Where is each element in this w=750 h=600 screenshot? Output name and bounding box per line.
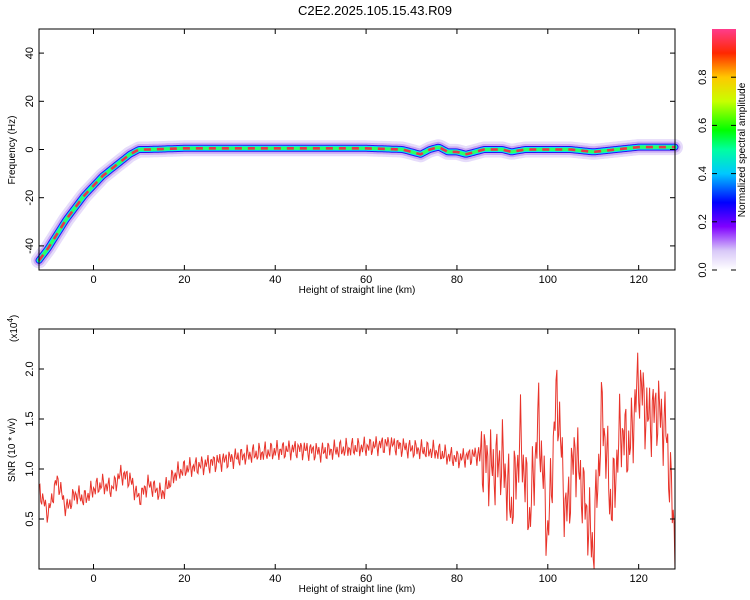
- snr-frame: [38, 328, 676, 570]
- spec-x-tick-label: 20: [178, 274, 190, 286]
- colorbar-tick-label: 0.8: [697, 70, 709, 85]
- snr-multiplier-exp: 4: [6, 318, 15, 323]
- snr-x-tick-label: 120: [629, 573, 647, 585]
- spec-x-tick-label: 40: [269, 274, 281, 286]
- spec-y-tick-label: -20: [24, 190, 36, 206]
- snr-multiplier-close: ): [9, 315, 20, 318]
- spec-x-tick-label: 120: [629, 274, 647, 286]
- figure-title: C2E2.2025.105.15.43.R09: [298, 3, 452, 18]
- snr-multiplier-label: (x104): [6, 315, 20, 342]
- snr-panel: 0 20 40 60 80 100 120 0.5 1.0 1.5 2.0 Height of s…: [6, 315, 676, 595]
- snr-x-tick-label: 0: [90, 573, 96, 585]
- colorbar-tick-label: 0.4: [697, 166, 709, 181]
- snr-x-tick-label: 100: [539, 573, 557, 585]
- spectrogram-x-label: Height of straight line (km): [299, 285, 416, 296]
- spectrogram-y-label: Frequency (Hz): [7, 116, 18, 185]
- colorbar-label: Normalized spectral amplitude: [737, 82, 748, 217]
- snr-multiplier-open: (x10: [9, 322, 20, 342]
- track-core-peak: [37, 145, 675, 262]
- colorbar-tick-label: 0.2: [697, 214, 709, 229]
- spec-y-tick-label: 40: [24, 47, 36, 59]
- snr-y-tick-label: 1.5: [24, 411, 36, 426]
- snr-x-tick-label: 40: [269, 573, 281, 585]
- spectrogram-panel: 0 20 40 60 80 100 120 -40 -20 0 20 40 Height of st…: [7, 28, 683, 296]
- snr-y-tick-label: 1.0: [24, 461, 36, 476]
- spec-y-tick-label: -40: [24, 238, 36, 254]
- spec-x-tick-label: 100: [539, 274, 557, 286]
- spectrogram-x-ticks: 0 20 40 60 80 100 120: [90, 29, 648, 286]
- track-layer: [31, 139, 683, 269]
- colorbar-gradient: [712, 29, 736, 270]
- colorbar: 0.0 0.2 0.4 0.6 0.8 Normalized spectral ampl…: [697, 29, 748, 278]
- snr-y-label: SNR (10 * v/v): [7, 418, 18, 482]
- snr-x-tick-label: 20: [178, 573, 190, 585]
- spec-y-tick-label: 0: [24, 146, 36, 152]
- snr-x-ticks: 0 20 40 60 80 100 120: [90, 329, 648, 585]
- spec-y-tick-label: 20: [24, 95, 36, 107]
- colorbar-tick-label: 0.0: [697, 262, 709, 277]
- snr-series-line: [38, 352, 676, 570]
- spec-x-tick-label: 60: [360, 274, 372, 286]
- spec-x-tick-label: 80: [451, 274, 463, 286]
- colorbar-tick-label: 0.6: [697, 118, 709, 133]
- spectrogram-y-ticks: -40 -20 0 20 40: [24, 47, 675, 254]
- snr-y-tick-label: 0.5: [24, 511, 36, 526]
- snr-y-tick-label: 2.0: [24, 361, 36, 376]
- colorbar-ticks: 0.0 0.2 0.4 0.6 0.8: [697, 70, 736, 278]
- snr-x-tick-label: 60: [360, 573, 372, 585]
- snr-y-ticks: 0.5 1.0 1.5 2.0: [24, 361, 675, 527]
- snr-x-label: Height of straight line (km): [299, 584, 416, 595]
- snr-x-tick-label: 80: [451, 573, 463, 585]
- spec-x-tick-label: 0: [90, 274, 96, 286]
